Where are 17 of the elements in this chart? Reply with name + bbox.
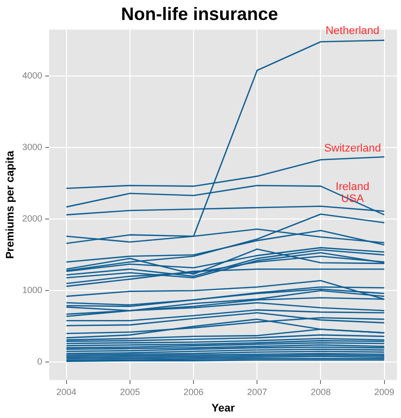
x-tick-label: 2005 [120,386,140,397]
x-tick-label: 2004 [56,386,76,397]
x-tick-label: 2008 [310,386,331,397]
y-tick-label: 3000 [22,142,42,152]
chart-title: Non-life insurance [120,4,278,24]
y-tick-label: 0 [37,356,42,367]
x-tick-label: 2009 [374,386,394,397]
x-tick-label: 2007 [247,386,268,397]
y-axis-title: Premiums per capita [4,150,17,259]
series-label: Switzerland [324,142,381,154]
series-label: Netherland [326,25,380,38]
series-label: Ireland [336,180,370,193]
y-tick-label: 4000 [22,70,42,81]
x-axis-title: Year [211,402,236,414]
y-tick-label: 1000 [22,285,42,296]
y-tick-label: 2000 [22,214,42,224]
x-tick-label: 2006 [184,386,204,397]
